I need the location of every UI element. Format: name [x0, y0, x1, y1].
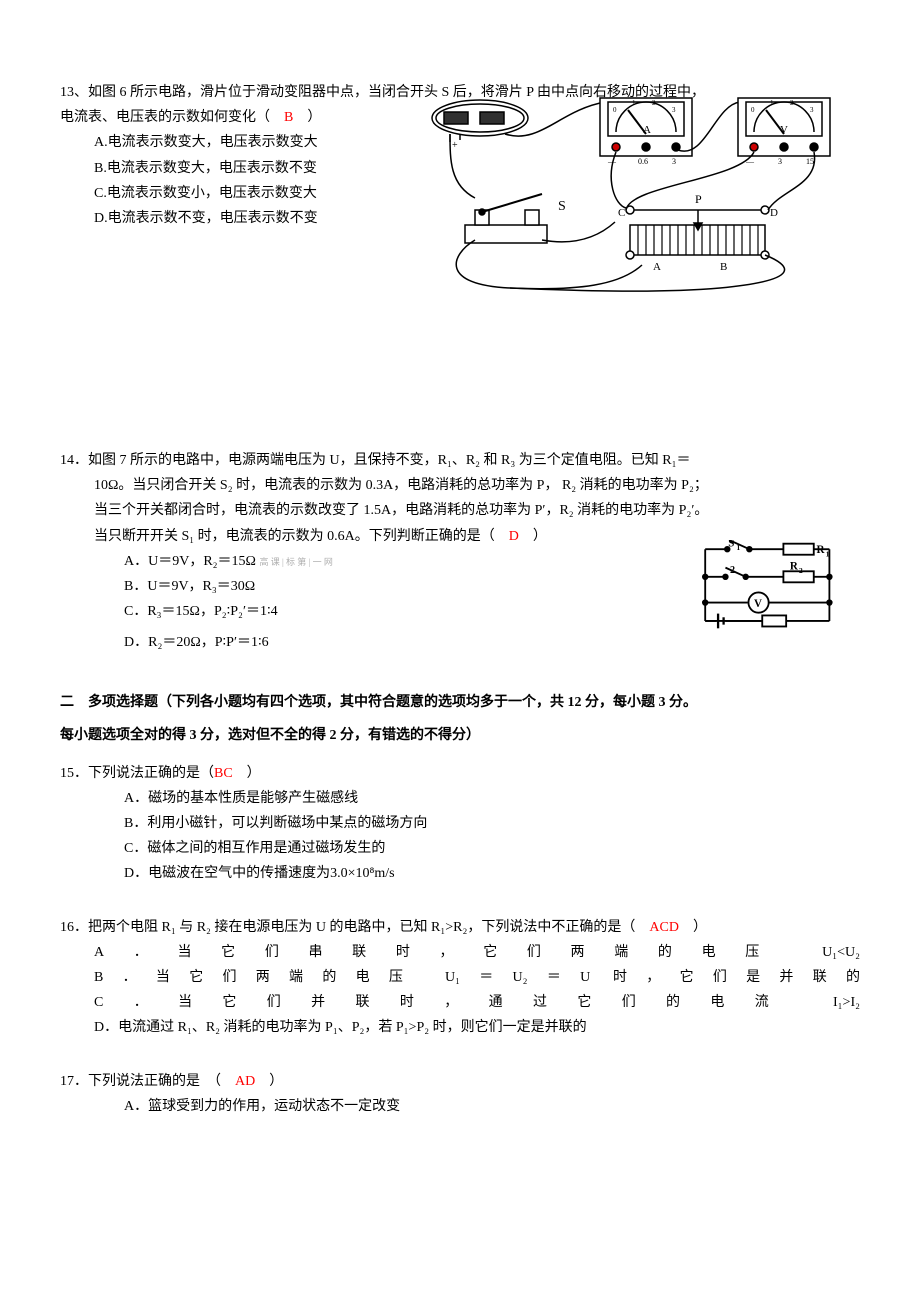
svg-text:2: 2: [799, 566, 803, 575]
section2-heading-a: 二 多项选择题（下列各小题均有四个选项，其中符合题意的选项均多于一个，共 12 …: [60, 686, 860, 720]
svg-text:+: +: [452, 140, 458, 151]
q15-option-c: C．磁体之间的相互作用是通过磁场发生的: [60, 836, 860, 861]
q13-option-a: A.电流表示数变大，电压表示数变大: [60, 130, 360, 155]
svg-text:1: 1: [770, 99, 774, 107]
svg-text:0.6: 0.6: [638, 157, 648, 166]
svg-text:A: A: [643, 124, 651, 136]
q17-stem: 17．下列说法正确的是 （ AD ）: [60, 1069, 860, 1094]
section2-heading-b: 每小题选项全对的得 3 分，选对但不全的得 2 分，有错选的不得分）: [60, 719, 860, 753]
q17-answer: AD: [235, 1074, 255, 1089]
q14-stem-line2: 10Ω。当只闭合开关 S₂ 时，电流表的示数为 0.3A，电路消耗的总功率为 P…: [60, 473, 860, 498]
q13-option-d: D.电流表示数不变，电压表示数不变: [60, 206, 360, 231]
svg-text:2: 2: [790, 99, 794, 107]
svg-text:3: 3: [672, 157, 676, 166]
q15-stem: 15．下列说法正确的是（BC ）: [60, 761, 860, 786]
svg-text:15: 15: [806, 157, 814, 166]
q15-option-b: B．利用小磁针，可以判断磁场中某点的磁场方向: [60, 811, 860, 836]
svg-text:3: 3: [810, 106, 814, 114]
svg-text:C: C: [618, 207, 625, 219]
question-16: 16．把两个电阻 R₁ 与 R₂ 接在电源电压为 U 的电路中，已知 R₁>R₂…: [60, 915, 860, 1041]
q14-option-d: D．R₂＝20Ω，P∶P′＝1∶6: [60, 630, 860, 655]
svg-text:B: B: [720, 261, 727, 273]
q16-option-d: D．电流通过 R₁、R₂ 消耗的电功率为 P₁、P₂，若 P₁>P₂ 时，则它们…: [60, 1015, 860, 1040]
q13-figure: + A 0 1 2 3 — 0.6 3: [420, 90, 850, 300]
question-17: 17．下列说法正确的是 （ AD ） A．篮球受到力的作用，运动状态不一定改变: [60, 1069, 860, 1119]
q16-option-a: A．当它们串联时，它们两端的电压 U₁<U₂: [94, 940, 860, 965]
svg-text:1: 1: [736, 543, 740, 552]
q15-answer: BC: [214, 766, 233, 781]
section2-heading: 二 多项选择题（下列各小题均有四个选项，其中符合题意的选项均多于一个，共 12 …: [60, 686, 860, 753]
svg-text:1: 1: [632, 99, 636, 107]
svg-text:—: —: [745, 157, 755, 166]
svg-text:S: S: [728, 540, 734, 549]
q14-figure: S1 R1 2 R2 V: [690, 540, 840, 632]
q13-option-b: B.电流表示数变大，电压表示数不变: [60, 156, 360, 181]
svg-text:V: V: [754, 598, 762, 610]
q15-option-d: D．电磁波在空气中的传播速度为3.0×10⁸m/s: [60, 861, 860, 886]
svg-text:2: 2: [730, 565, 735, 576]
svg-text:2: 2: [652, 99, 656, 107]
q13-option-c: C.电流表示数变小，电压表示数变大: [60, 181, 360, 206]
svg-text:D: D: [770, 207, 778, 219]
q13-answer: B: [284, 110, 293, 125]
q15-option-a: A．磁场的基本性质是能够产生磁感线: [60, 786, 860, 811]
svg-text:3: 3: [672, 106, 676, 114]
q14-stem-line3: 当三个开关都闭合时，电流表的示数改变了 1.5A，电路消耗的总功率为 P′，R₂…: [60, 498, 860, 523]
q16-answer: ACD: [649, 920, 679, 935]
q16-option-b: B．当它们两端的电压 U₁＝U₂＝U 时，它们是并联的: [94, 965, 860, 990]
svg-text:A: A: [653, 261, 661, 273]
q17-option-a: A．篮球受到力的作用，运动状态不一定改变: [60, 1094, 860, 1119]
svg-text:1: 1: [826, 550, 830, 559]
svg-text:P: P: [695, 192, 702, 206]
q14-answer: D: [509, 529, 519, 544]
question-13: 13、如图 6 所示电路，滑片位于滑动变阻器中点，当闭合开头 S 后，将滑片 P…: [60, 80, 860, 300]
svg-text:0: 0: [613, 106, 617, 114]
q14-stem-line1: 14．如图 7 所示的电路中，电源两端电压为 U，且保持不变，R₁、R₂ 和 R…: [60, 448, 860, 473]
svg-text:V: V: [780, 124, 788, 136]
q16-option-c: C．当它们并联时，通过它们的电流 I₁>I₂: [94, 990, 860, 1015]
svg-text:R: R: [790, 560, 799, 572]
svg-text:3: 3: [778, 157, 782, 166]
question-14: 14．如图 7 所示的电路中，电源两端电压为 U，且保持不变，R₁、R₂ 和 R…: [60, 448, 860, 656]
svg-text:S: S: [558, 199, 566, 214]
q16-stem: 16．把两个电阻 R₁ 与 R₂ 接在电源电压为 U 的电路中，已知 R₁>R₂…: [60, 915, 860, 940]
svg-text:R: R: [817, 544, 826, 556]
svg-text:0: 0: [751, 106, 755, 114]
question-15: 15．下列说法正确的是（BC ） A．磁场的基本性质是能够产生磁感线 B．利用小…: [60, 761, 860, 887]
